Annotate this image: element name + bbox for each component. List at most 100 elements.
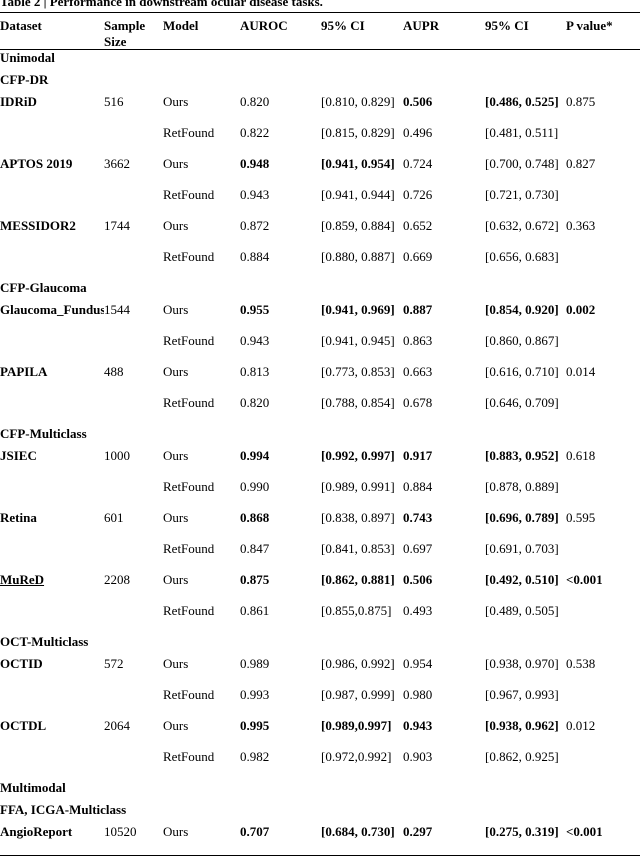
sample-size-cell: 572: [104, 656, 124, 671]
p-value-cell: 0.875: [566, 94, 596, 109]
model-cell: Ours: [163, 448, 189, 463]
section-row: OCT-Multiclass: [0, 634, 640, 656]
model-cell: RetFound: [163, 125, 215, 140]
section-row: CFP-Multiclass: [0, 426, 640, 448]
dataset-cell: [0, 541, 104, 572]
auroc-ci-cell: [0.855,0.875]: [321, 603, 392, 618]
table-row: RetFound 0.820 [0.788, 0.854] 0.678 [0.646, …: [0, 395, 640, 426]
auroc-ci-cell: [0.862, 0.881]: [321, 572, 395, 587]
aupr-cell: 0.506: [403, 94, 433, 109]
aupr-ci-cell: [0.854, 0.920]: [485, 302, 559, 317]
aupr-cell: 0.663: [403, 364, 433, 379]
model-cell: Ours: [163, 94, 189, 109]
aupr-cell: 0.980: [403, 687, 433, 702]
p-value-cell: [566, 395, 640, 426]
auroc-cell: 0.884: [240, 249, 270, 264]
aupr-cell: 0.743: [403, 510, 433, 525]
dataset-cell: [0, 249, 104, 280]
aupr-cell: 0.943: [403, 718, 433, 733]
model-cell: RetFound: [163, 749, 215, 764]
dataset-cell: [0, 749, 104, 780]
table-row: RetFound 0.943 [0.941, 0.945] 0.863 [0.860, …: [0, 333, 640, 364]
dataset-cell: MuReD: [0, 572, 45, 587]
p-value-cell: 0.827: [566, 156, 596, 171]
aupr-ci-cell: [0.481, 0.511]: [485, 125, 559, 140]
aupr-ci-cell: [0.700, 0.748]: [485, 156, 559, 171]
auroc-cell: 0.847: [240, 541, 270, 556]
model-cell: RetFound: [163, 541, 215, 556]
dataset-cell: AngioReport: [0, 824, 104, 856]
auroc-cell: 0.872: [240, 218, 270, 233]
aupr-ci-cell: [0.938, 0.962]: [485, 718, 559, 733]
aupr-cell: 0.884: [403, 479, 433, 494]
auroc-ci-cell: [0.859, 0.884]: [321, 218, 395, 233]
model-cell: Ours: [163, 302, 189, 317]
auroc-ci-cell: [0.815, 0.829]: [321, 125, 395, 140]
p-value-cell: 0.538: [566, 656, 596, 671]
auroc-ci-cell: [0.941, 0.945]: [321, 333, 395, 348]
p-value-cell: [566, 541, 640, 572]
auroc-cell: 0.820: [240, 395, 270, 410]
section-row: FFA, ICGA-Multiclass: [0, 802, 640, 824]
p-value-cell: 0.014: [566, 364, 596, 379]
aupr-ci-cell: [0.656, 0.683]: [485, 249, 559, 264]
table-row: RetFound 0.861 [0.855,0.875] 0.493 [0.489, 0…: [0, 603, 640, 634]
p-value-cell: 0.012: [566, 718, 596, 733]
model-cell: RetFound: [163, 395, 215, 410]
aupr-cell: 0.903: [403, 749, 433, 764]
table-row: MESSIDOR2 1744 Ours 0.872 [0.859, 0.884] 0.65…: [0, 218, 640, 249]
section-row: Multimodal: [0, 780, 640, 802]
aupr-ci-cell: [0.275, 0.319]: [485, 824, 566, 856]
header-model: Model: [163, 12, 240, 50]
aupr-ci-cell: [0.696, 0.789]: [485, 510, 559, 525]
model-cell: Ours: [163, 156, 189, 171]
auroc-ci-cell: [0.941, 0.954]: [321, 156, 395, 171]
auroc-ci-cell: [0.972,0.992]: [321, 749, 392, 764]
model-cell: Ours: [163, 824, 240, 856]
auroc-cell: 0.993: [240, 687, 270, 702]
auroc-cell: 0.943: [240, 333, 270, 348]
auroc-ci-cell: [0.684, 0.730]: [321, 824, 403, 856]
aupr-ci-cell: [0.878, 0.889]: [485, 479, 559, 494]
auroc-cell: 0.995: [240, 718, 270, 733]
model-cell: RetFound: [163, 187, 215, 202]
model-cell: Ours: [163, 656, 189, 671]
section-label: OCT-Multiclass: [0, 634, 89, 649]
aupr-cell: 0.506: [403, 572, 433, 587]
p-value-cell: 0.618: [566, 448, 596, 463]
auroc-ci-cell: [0.941, 0.969]: [321, 302, 395, 317]
aupr-ci-cell: [0.489, 0.505]: [485, 603, 559, 618]
sample-size-cell: 10520: [104, 824, 163, 856]
aupr-ci-cell: [0.632, 0.672]: [485, 218, 559, 233]
section-row: CFP-Glaucoma: [0, 280, 640, 302]
sample-size-cell: [104, 603, 163, 634]
table-row: Glaucoma_Fundus 1544 Ours 0.955 [0.941, 0.96…: [0, 302, 640, 333]
p-value-cell: [566, 333, 640, 364]
p-value-cell: 0.002: [566, 302, 596, 317]
sample-size-cell: [104, 125, 163, 156]
table-row: PAPILA 488 Ours 0.813 [0.773, 0.853] 0.663 [0.…: [0, 364, 640, 395]
table-row: OCTDL 2064 Ours 0.995 [0.989,0.997] 0.943 [0.9…: [0, 718, 640, 749]
auroc-ci-cell: [0.989,0.997]: [321, 718, 392, 733]
auroc-cell: 0.948: [240, 156, 270, 171]
aupr-cell: 0.669: [403, 249, 433, 264]
sample-size-cell: [104, 395, 163, 426]
table-row: JSIEC 1000 Ours 0.994 [0.992, 0.997] 0.917 [0.…: [0, 448, 640, 479]
model-cell: Ours: [163, 364, 189, 379]
sample-size-cell: 1544: [104, 302, 130, 317]
auroc-ci-cell: [0.838, 0.897]: [321, 510, 395, 525]
auroc-cell: 0.707: [240, 824, 321, 856]
auroc-cell: 0.875: [240, 572, 270, 587]
table-row: IDRiD 516 Ours 0.820 [0.810, 0.829] 0.506 [0.4…: [0, 94, 640, 125]
sample-size-cell: [104, 541, 163, 572]
model-cell: Ours: [163, 510, 189, 525]
model-cell: RetFound: [163, 249, 215, 264]
header-auroc: AUROC: [240, 12, 321, 50]
aupr-cell: 0.678: [403, 395, 433, 410]
aupr-ci-cell: [0.721, 0.730]: [485, 187, 559, 202]
performance-table: Dataset Sample Size Model AUROC 95% CI A…: [0, 12, 640, 856]
section-label: Multimodal: [0, 780, 66, 795]
aupr-cell: 0.493: [403, 603, 433, 618]
sample-size-cell: [104, 187, 163, 218]
dataset-cell: Glaucoma_Fundus: [0, 302, 104, 317]
